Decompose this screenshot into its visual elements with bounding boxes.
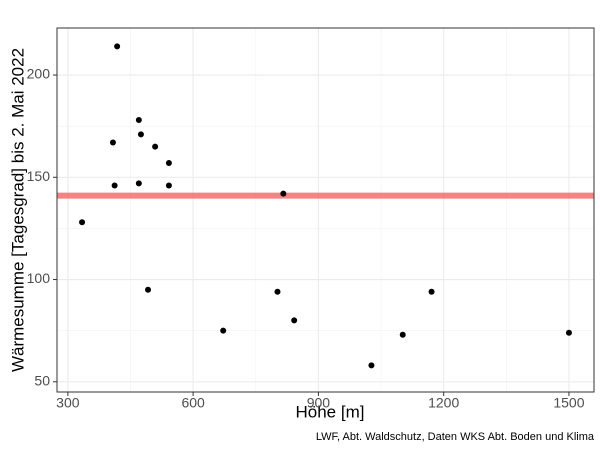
x-tick-label: 1200 <box>428 395 459 411</box>
point <box>280 190 287 197</box>
point <box>368 362 375 369</box>
point <box>114 43 121 50</box>
point <box>111 182 118 189</box>
x-tick-label: 900 <box>307 395 331 411</box>
point <box>145 286 152 293</box>
x-tick-label: 600 <box>181 395 205 411</box>
point <box>137 131 144 138</box>
panel-border <box>56 27 595 393</box>
point <box>565 329 572 336</box>
point <box>220 327 227 334</box>
point <box>152 143 159 150</box>
point <box>79 219 86 226</box>
y-axis-label: Wärmesumme [Tagesgrad] bis 2. Mai 2022 <box>8 48 27 372</box>
y-tick-label: 100 <box>27 270 51 286</box>
point <box>428 288 435 295</box>
point <box>135 180 142 187</box>
point <box>109 139 116 146</box>
x-axis-label: Höhe [m] <box>296 402 365 421</box>
point <box>274 288 281 295</box>
point <box>399 331 406 338</box>
y-tick-label: 150 <box>27 168 51 184</box>
x-tick-label: 300 <box>56 395 80 411</box>
point <box>165 159 172 166</box>
point <box>135 117 142 124</box>
caption: LWF, Abt. Waldschutz, Daten WKS Abt. Bod… <box>316 431 595 443</box>
point <box>291 317 298 324</box>
y-tick-label: 50 <box>34 372 50 388</box>
x-tick-label: 1500 <box>553 395 584 411</box>
point <box>165 182 172 189</box>
y-tick-label: 200 <box>27 66 51 82</box>
